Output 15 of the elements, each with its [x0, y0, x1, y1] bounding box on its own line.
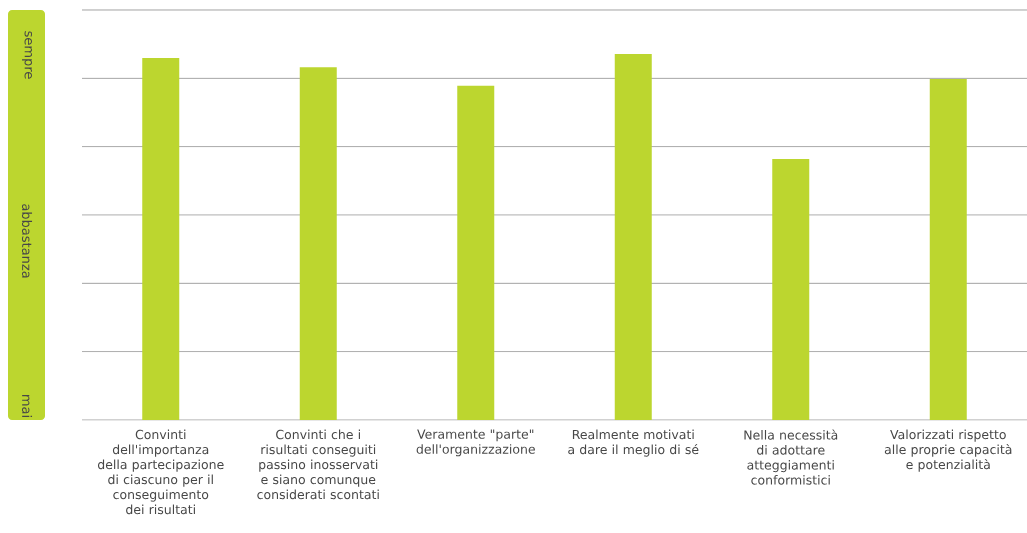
text: sempre: [22, 31, 32, 79]
x-tick-label: Convinti che i risultati conseguiti passino inosservati e siano comunque considerati scontati: [257, 429, 379, 500]
x-tick-label: Convinti dell'importanza della partecipazione di ciascuno per il conseguimento dei risultati: [97, 429, 224, 515]
bar: [929, 78, 967, 420]
bar: [614, 53, 652, 420]
x-tick-label: Nella necessità di adottare atteggiamenti conformistici: [744, 429, 838, 485]
bar: [299, 67, 337, 420]
x-tick-label: Veramente "parte" dell'organizzazione: [416, 429, 535, 457]
x-tick-label: Valorizzati rispetto alle proprie capacità e potenzialità: [884, 429, 1012, 472]
text: abbastanza: [21, 204, 33, 278]
bar: [457, 85, 495, 420]
bar: [142, 58, 180, 420]
bar: [772, 159, 810, 420]
text: mai: [21, 395, 33, 417]
x-tick-label: Realmente motivati a dare il meglio di sé: [568, 429, 699, 457]
